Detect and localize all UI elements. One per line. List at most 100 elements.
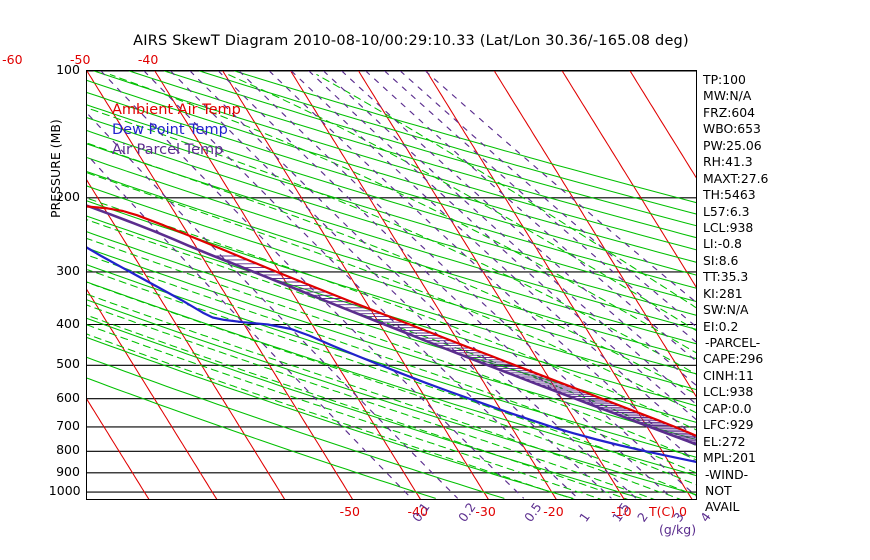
legend: Ambient Air Temp Dew Point Temp Air Parc… [112, 100, 241, 160]
parameter-panel: TP:100 MW:N/A FRZ:604 WBO:653 PW:25.06 RH:41.… [703, 72, 823, 516]
param-li: LI:-0.8 [703, 236, 742, 252]
mixing-ratio-6 [268, 71, 696, 464]
dry-adiabat-60 [87, 200, 696, 391]
curve-dew-point-temp [87, 246, 696, 464]
param-wbo: WBO:653 [703, 121, 761, 137]
mixing-ratio-1.5 [170, 71, 612, 499]
moist-adiabat--12 [87, 314, 629, 499]
param-section-header: -PARCEL- [705, 335, 761, 350]
isotherm--20 [290, 71, 557, 499]
param-lcl: LCL:938 [703, 219, 754, 235]
param-sw: SW:N/A [703, 302, 749, 318]
pressure-tick-500: 500 [56, 356, 80, 372]
mixing-ratio-10 [308, 71, 696, 421]
param-cap: CAP:0.0 [703, 400, 752, 416]
page-title: AIRS SkewT Diagram 2010-08-10/00:29:10.3… [133, 33, 689, 49]
top-temp-tick--50: -50 [70, 52, 91, 67]
bottom-temp-tick--30: -30 [475, 504, 496, 519]
skewt-plot-area [86, 70, 697, 500]
mixing-ratio-40 [424, 71, 696, 303]
mixing-ratio-15 [341, 71, 696, 386]
dry-adiabat--20 [87, 337, 574, 499]
legend-item-ambient: Ambient Air Temp [112, 102, 241, 118]
isobar-gridlines [87, 71, 696, 493]
mixing-ratio-8 [290, 71, 696, 440]
legend-item-parcel: Air Parcel Temp [112, 142, 224, 158]
dry-adiabat-190 [199, 71, 696, 215]
dry-adiabat-120 [87, 117, 696, 303]
param-section-header: NOT [705, 482, 732, 498]
moist-adiabat-12 [87, 238, 696, 461]
mixing-ratio-3 [217, 71, 673, 499]
mixing-ratio-2 [189, 71, 637, 499]
dry-adiabat-170 [128, 71, 696, 239]
param-rh: RH:41.3 [703, 154, 753, 170]
dry-adiabat-130 [87, 104, 696, 289]
dry-adiabat-0 [87, 299, 696, 496]
mixing-ratio-0.5 [100, 71, 524, 499]
isotherm-10 [493, 71, 696, 398]
top-temp-tick--60: -60 [2, 52, 23, 67]
isotherm--80 [87, 398, 150, 499]
bottom-temp-tick--20: -20 [543, 504, 564, 519]
isotherm-20 [561, 71, 696, 288]
dry-adiabat-90 [87, 157, 696, 345]
param-mpl: MPL:201 [703, 450, 756, 466]
moist-adiabat-24 [87, 172, 696, 414]
moist-adiabat-36 [109, 74, 696, 354]
pressure-tick-300: 300 [56, 262, 80, 278]
curve-air-parcel-temp [87, 204, 696, 446]
param-frz: FRZ:604 [703, 104, 756, 120]
mixing-ratio-0.2 [87, 112, 458, 499]
moist-adiabat--16 [87, 324, 602, 499]
param-section-header: -WIND- [705, 466, 749, 482]
pressure-tick-400: 400 [56, 315, 80, 331]
mixing-ratio-20 [365, 71, 696, 362]
param-lfc: LFC:929 [703, 417, 754, 433]
cape-hatch-region [213, 255, 696, 445]
sounding-curves [87, 204, 696, 464]
bottom-temp-tick--10: -10 [611, 504, 632, 519]
pressure-tick-200: 200 [56, 188, 80, 204]
legend-item-dewpoint: Dew Point Temp [112, 122, 228, 138]
param-th: TH:5463 [703, 187, 756, 203]
isotherm--60 [87, 179, 286, 499]
param-l57: L57:6.3 [703, 203, 750, 219]
dry-adiabat--10 [87, 317, 642, 499]
param-section-header: AVAIL [705, 499, 740, 515]
dry-adiabat-150 [87, 79, 696, 263]
mixing-ratio-25 [384, 71, 696, 343]
mixing-ratio-tick-0.5: 0.5 [521, 499, 546, 525]
skewt-plot-svg [87, 71, 696, 499]
param-ki: KI:281 [703, 285, 743, 301]
moist-adiabat-20 [87, 197, 696, 431]
mixing-ratio-12 [323, 71, 696, 405]
dry-adiabat--40 [87, 377, 436, 499]
curve-ambient-air-temp [87, 205, 696, 437]
param-pw: PW:25.06 [703, 137, 762, 153]
dry-adiabat-200 [234, 71, 696, 204]
dry-adiabat-80 [87, 171, 696, 360]
dry-adiabat-110 [87, 130, 696, 316]
pressure-tick-1000: 1000 [48, 483, 81, 499]
bottom-temp-tick--40: -40 [407, 504, 428, 519]
x-axis-label-temp: T(C) [649, 504, 676, 519]
mixing-ratio-30 [399, 71, 696, 328]
bottom-temp-tick--50: -50 [339, 504, 361, 519]
mixing-ratio-4 [238, 71, 696, 497]
moist-adiabat--20 [87, 333, 575, 499]
mixing-ratio-gridlines [87, 71, 696, 499]
param-tp: TP:100 [703, 72, 746, 87]
param-cape: CAPE:296 [703, 351, 764, 367]
isotherm--50 [87, 71, 353, 499]
x-axis-label-mixing: (g/kg) [659, 522, 697, 537]
dry-adiabat-160 [93, 71, 696, 251]
moist-adiabat-4 [87, 268, 696, 486]
dry-adiabat-140 [87, 91, 696, 276]
dry-adiabat--30 [87, 356, 505, 499]
dry-adiabat-40 [87, 231, 696, 423]
param-tt: TT:35.3 [703, 269, 749, 285]
dry-adiabat-180 [163, 71, 696, 227]
top-temp-tick--40: -40 [137, 52, 159, 67]
